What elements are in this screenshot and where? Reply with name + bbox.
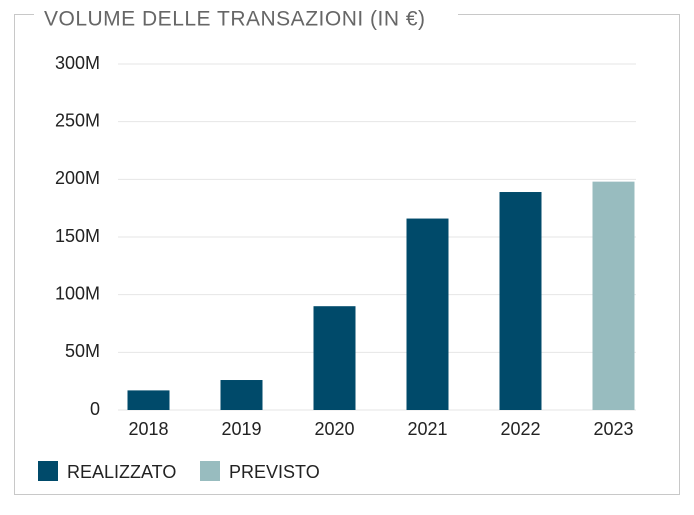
x-tick-label: 2023 — [593, 419, 633, 439]
y-tick-label: 100M — [55, 283, 100, 303]
legend-label: REALIZZATO — [67, 462, 176, 482]
y-tick-label: 50M — [65, 341, 100, 361]
bar — [220, 380, 263, 410]
bar — [592, 181, 635, 410]
y-tick-label: 150M — [55, 226, 100, 246]
bar — [499, 192, 542, 410]
chart-title: VOLUME DELLE TRANSAZIONI (IN €) — [44, 8, 426, 31]
legend-label: PREVISTO — [229, 462, 320, 482]
y-tick-label: 0 — [90, 399, 100, 419]
x-tick-label: 2021 — [407, 419, 447, 439]
y-tick-label: 250M — [55, 110, 100, 130]
bar — [127, 390, 170, 410]
bar — [406, 218, 449, 410]
y-tick-label: 200M — [55, 168, 100, 188]
legend-swatch — [38, 461, 58, 481]
x-tick-label: 2018 — [128, 419, 168, 439]
y-tick-label: 300M — [55, 53, 100, 73]
x-tick-label: 2019 — [221, 419, 261, 439]
bar — [313, 306, 356, 410]
x-tick-label: 2020 — [314, 419, 354, 439]
title-backdrop — [34, 6, 458, 32]
x-tick-label: 2022 — [500, 419, 540, 439]
legend-swatch — [200, 461, 220, 481]
